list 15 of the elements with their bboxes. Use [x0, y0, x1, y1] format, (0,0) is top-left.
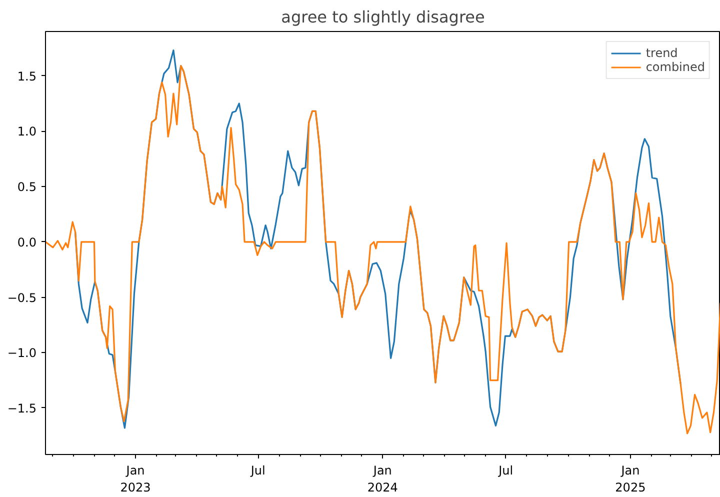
- y-tick-label: −0.5: [7, 290, 36, 305]
- x-tick-label: Jan 2024: [367, 464, 398, 494]
- x-tick-label: Jul: [250, 464, 266, 478]
- y-tick-label: −1.0: [7, 346, 36, 360]
- y-tick-label: 1.0: [17, 124, 37, 139]
- y-tick-label: −1.5: [7, 401, 36, 416]
- x-tick-label: Jul: [498, 464, 514, 478]
- y-tick-label: 0.5: [17, 180, 37, 194]
- x-tick-label: Jan 2023: [120, 464, 151, 494]
- legend-label: combined: [646, 60, 705, 74]
- chart-title: agree to slightly disagree: [281, 8, 485, 26]
- y-tick-label: 0.0: [17, 235, 37, 250]
- y-tick-label: 1.5: [17, 69, 37, 84]
- legend-label: trend: [646, 46, 678, 60]
- x-tick-label: Jan 2025: [615, 464, 646, 494]
